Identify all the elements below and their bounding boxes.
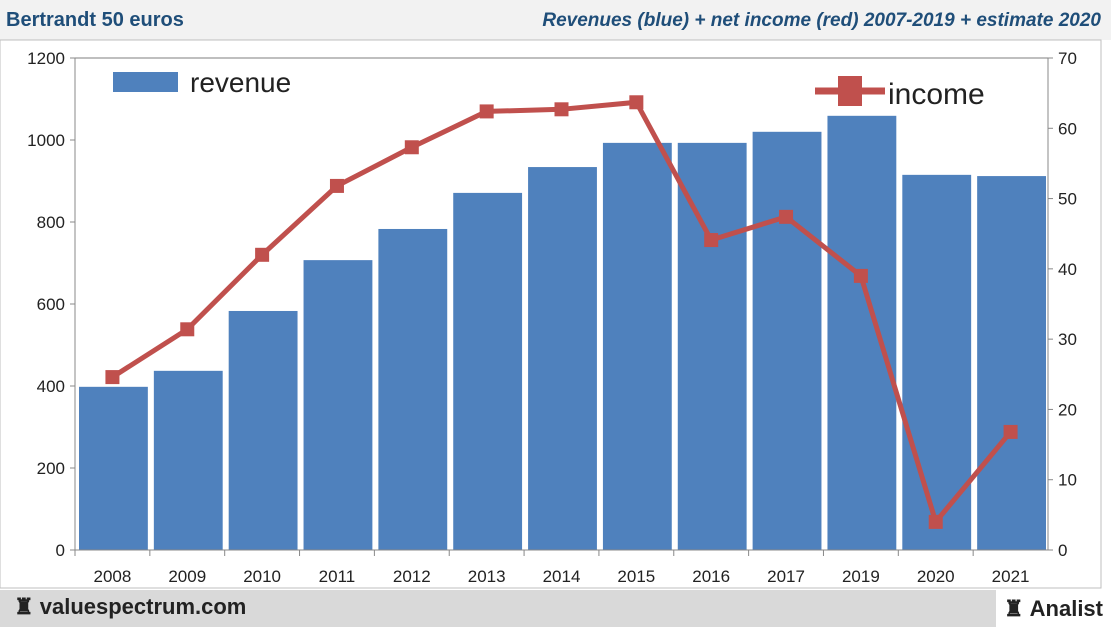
left-tick-label: 0	[56, 541, 65, 560]
right-tick-label: 60	[1058, 119, 1077, 138]
footer-site: valuespectrum.com	[39, 594, 247, 619]
income-marker	[329, 178, 344, 193]
revenue-bar	[602, 142, 672, 550]
revenue-bar	[228, 310, 298, 550]
income-marker	[180, 322, 195, 337]
legend-revenue-label: revenue	[190, 67, 291, 98]
revenue-bar	[528, 167, 597, 550]
x-tick-label: 2009	[168, 567, 206, 586]
legend-income-marker	[838, 76, 862, 106]
x-tick-label: 2017	[767, 567, 805, 586]
x-tick-label: 2011	[319, 567, 356, 586]
left-tick-label: 1000	[27, 131, 65, 150]
income-marker	[853, 268, 868, 283]
x-tick-label: 2016	[692, 567, 730, 586]
x-tick-label: 2010	[243, 567, 281, 586]
x-tick-label: 2013	[468, 567, 506, 586]
income-marker	[479, 104, 494, 119]
right-tick-label: 50	[1058, 190, 1077, 209]
legend-revenue-swatch	[113, 72, 178, 92]
income-marker	[779, 209, 794, 224]
revenue-bar	[902, 174, 972, 550]
right-tick-label: 30	[1058, 330, 1077, 349]
x-tick-label: 2014	[543, 567, 581, 586]
left-tick-label: 1200	[27, 49, 65, 68]
right-tick-label: 70	[1058, 49, 1077, 68]
footer-analist-label: Analist	[1029, 595, 1103, 621]
revenue-bar	[752, 131, 822, 551]
legend-income-label: income	[888, 78, 985, 111]
right-tick-label: 10	[1058, 471, 1077, 490]
right-tick-label: 20	[1058, 400, 1077, 419]
chart-title-left: Bertrandt 50 euros	[6, 9, 184, 31]
income-marker	[1003, 424, 1018, 439]
revenue-bar	[977, 176, 1046, 550]
chart: 0 200 400 600 800 1000 1200 0 10 20 30 40 50 60 70 2008…	[0, 0, 1111, 590]
revenue-bar	[153, 370, 223, 550]
income-marker	[105, 370, 120, 385]
left-tick-label: 200	[37, 459, 65, 478]
chess-rook-icon: ♜	[1003, 595, 1024, 621]
chart-title-right: Revenues (blue) + net income (red) 2007-…	[542, 10, 1101, 31]
revenue-bar	[827, 115, 897, 550]
revenue-bar	[79, 386, 148, 550]
chess-rook-icon: ♜	[14, 594, 34, 619]
revenue-bar	[453, 192, 523, 550]
right-tick-label: 40	[1058, 260, 1077, 279]
footer-brand: ♜ valuespectrum.com	[14, 594, 246, 620]
footer-analist: ♜ Analist	[995, 590, 1111, 627]
income-marker	[554, 102, 569, 117]
income-marker	[629, 95, 644, 110]
x-tick-label: 2019	[842, 567, 880, 586]
income-marker	[928, 514, 943, 529]
revenue-bar	[303, 260, 373, 550]
x-tick-label: 2015	[617, 567, 655, 586]
revenue-bar	[378, 228, 448, 550]
x-tick-label: 2020	[917, 567, 955, 586]
x-tick-label: 2012	[393, 567, 431, 586]
right-tick-label: 0	[1058, 541, 1067, 560]
income-marker	[255, 247, 270, 262]
left-tick-label: 800	[37, 213, 65, 232]
revenue-bar	[677, 142, 747, 550]
income-marker	[404, 140, 419, 155]
income-marker	[704, 233, 719, 248]
left-tick-label: 600	[37, 295, 65, 314]
left-tick-label: 400	[37, 377, 65, 396]
x-tick-label: 2008	[94, 567, 132, 586]
x-tick-label: 2021	[992, 567, 1030, 586]
